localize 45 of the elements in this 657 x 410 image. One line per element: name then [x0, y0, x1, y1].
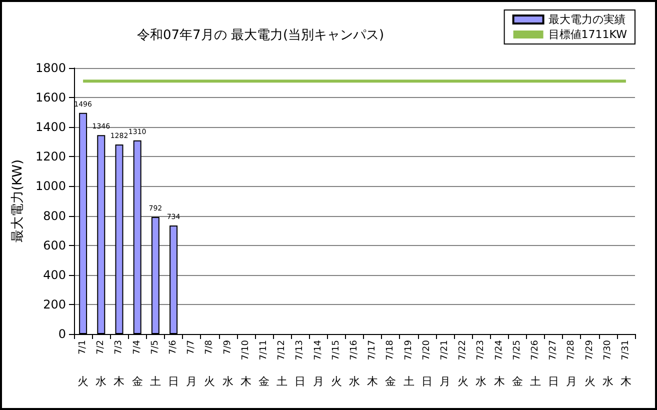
category-label: 7/14 月: [312, 340, 324, 388]
category-label: 7/25 金: [512, 340, 523, 388]
category-label: 7/15 火: [330, 340, 342, 388]
y-tick-label: 600: [43, 238, 66, 252]
category-label: 7/30 水: [602, 340, 614, 388]
category-label: 7/10 木: [240, 340, 252, 388]
y-tick-label: 800: [43, 208, 66, 223]
y-tick-label: 1200: [35, 150, 66, 164]
category-label: 7/8 火: [204, 340, 216, 388]
category-label: 7/4 金: [132, 340, 143, 388]
category-label: 7/18 金: [385, 340, 396, 388]
y-tick-label: 1000: [35, 179, 66, 194]
category-label: 7/7 月: [186, 340, 198, 388]
category-label: 7/16 水: [349, 340, 360, 388]
category-label: 7/9 水: [222, 340, 234, 388]
category-label: 7/31 木: [620, 340, 632, 388]
category-label: 7/19 土: [403, 340, 414, 388]
y-tick-label: 1600: [35, 90, 66, 105]
category-label: 7/3 木: [114, 340, 125, 388]
category-label: 7/21 月: [439, 340, 450, 388]
legend-label: 目標値1711KW: [548, 28, 628, 41]
y-tick-label: 1400: [35, 120, 66, 134]
category-label: 7/26 土: [530, 340, 541, 388]
category-label: 7/2 水: [96, 340, 107, 388]
category-label: 7/22 火: [458, 340, 469, 388]
category-label: 7/11 金: [258, 340, 270, 388]
y-tick-label: 200: [43, 297, 66, 312]
chart-title: 令和07年7月の 最大電力(当別キャンパス): [137, 28, 384, 43]
category-label: 7/13 日: [294, 340, 306, 388]
category-label: 7/27 日: [548, 340, 560, 388]
category-label: 7/20 日: [421, 340, 432, 388]
category-label: 7/12 土: [276, 340, 288, 388]
y-tick-label: 1800: [35, 61, 66, 75]
legend-label: 最大電力の実績: [548, 13, 626, 26]
y-axis-title: 最大電力(KW): [10, 159, 26, 243]
category-label: 7/1 火: [78, 340, 89, 388]
category-label: 7/23 水: [476, 340, 487, 388]
category-label: 7/28 月: [566, 340, 578, 388]
category-label: 7/5 土: [150, 340, 161, 388]
y-tick-label: 400: [43, 268, 66, 282]
y-tick-label: 0: [58, 327, 66, 341]
category-label: 7/24 木: [494, 340, 505, 388]
category-label: 7/6 日: [168, 340, 180, 388]
category-label: 7/29 火: [584, 340, 596, 388]
category-label: 7/17 木: [367, 340, 378, 388]
